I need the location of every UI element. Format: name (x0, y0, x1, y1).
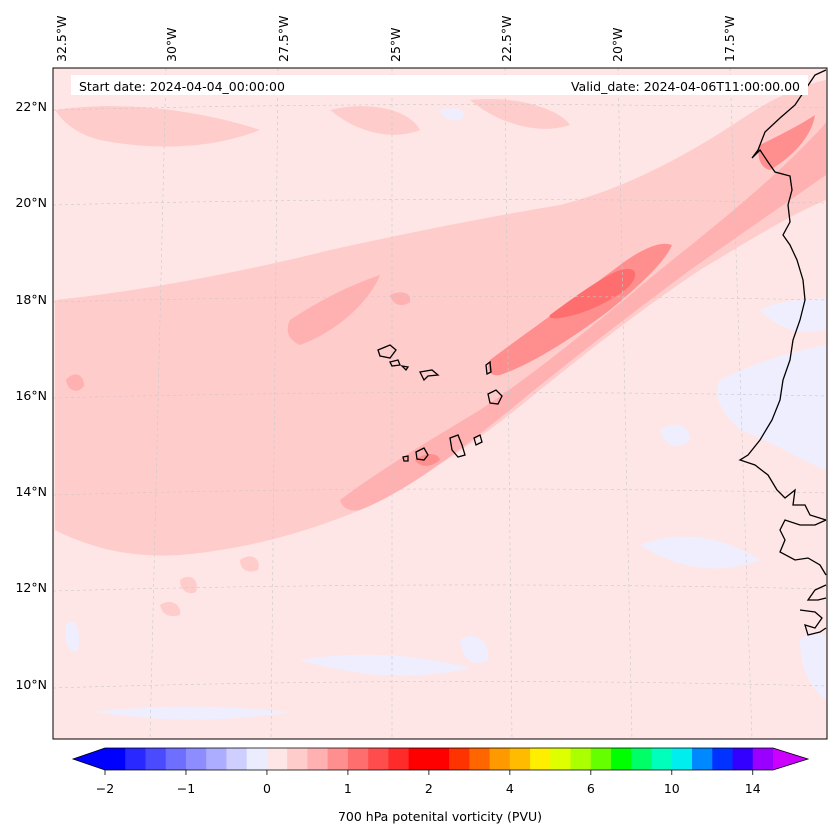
island-brava (402, 455, 409, 462)
colorbar-title: 700 hPa potenital vorticity (PVU) (338, 809, 542, 824)
pv-band-mid (66, 122, 826, 511)
colorbar-bin (347, 748, 369, 770)
lon-label-20w: 20°W (610, 27, 625, 62)
colorbar-bin (428, 748, 450, 770)
colorbar-tick-label: 4 (506, 781, 514, 796)
pv-band-low (55, 80, 826, 617)
island-maio (473, 434, 483, 446)
island-sal (485, 360, 492, 375)
colorbar-tick-label: 6 (587, 781, 595, 796)
longitude-labels: 32.5°W 30°W 27.5°W 25°W 22.5°W 20°W 17.5… (54, 16, 737, 62)
lon-label-30w: 30°W (164, 27, 179, 62)
island-santa-luzia (400, 365, 410, 372)
lon-label-17-5w: 17.5°W (722, 16, 737, 62)
colorbar-bin (226, 748, 248, 770)
lat-label-20n: 20°N (15, 195, 47, 210)
colorbar-bin (671, 748, 693, 770)
colorbar-bin (388, 748, 410, 770)
colorbar-bin (692, 748, 713, 770)
colorbar-bin (105, 748, 126, 770)
lat-label-16n: 16°N (15, 388, 47, 403)
colorbar-bin (570, 748, 592, 770)
colorbar-bin (651, 748, 673, 770)
colorbar-tick-label: 0 (263, 781, 271, 796)
colorbar-bins (105, 748, 774, 770)
colorbar-tick-label: 1 (344, 781, 352, 796)
colorbar-tick-label: 14 (745, 781, 761, 796)
colorbar-bin (489, 748, 511, 770)
colorbar-bin (185, 748, 207, 770)
colorbar-bin (287, 748, 308, 770)
colorbar-bin (509, 748, 531, 770)
colorbar-bin (469, 748, 491, 770)
lon-label-27-5w: 27.5°W (276, 16, 291, 62)
lon-label-22-5w: 22.5°W (499, 16, 514, 62)
colorbar-bin (530, 748, 551, 770)
colorbar-ticks: −2 −1 0 1 2 4 6 10 14 (96, 770, 761, 796)
header-box (71, 75, 808, 95)
colorbar-bin (550, 748, 572, 770)
colorbar-bin (408, 748, 430, 770)
colorbar-bin (307, 748, 329, 770)
island-santo-antao (377, 344, 397, 359)
colorbar-extend-high (773, 748, 808, 770)
colorbar-extend-low (73, 748, 105, 770)
colorbar-tick-label: −1 (177, 781, 195, 796)
colorbar-bin (165, 748, 187, 770)
latitude-labels: 22°N 20°N 18°N 16°N 14°N 12°N 10°N (15, 99, 47, 692)
colorbar-bin (206, 748, 227, 770)
lat-label-12n: 12°N (15, 580, 47, 595)
graticule (53, 68, 827, 739)
island-sao-nicolau (419, 369, 440, 382)
island-santiago (449, 434, 466, 458)
pv-core-maximum (549, 268, 636, 319)
colorbar-bin (246, 748, 268, 770)
lat-label-18n: 18°N (15, 292, 47, 307)
colorbar-bin (590, 748, 612, 770)
colorbar-bin (125, 748, 146, 770)
map-panel: Start date: 2024-04-04_00:00:00 Valid_da… (53, 68, 827, 739)
start-date-label: Start date: 2024-04-04_00:00:00 (79, 79, 285, 94)
island-fogo (415, 447, 429, 461)
colorbar-tick-label: 2 (425, 781, 433, 796)
africa-coastline (738, 69, 827, 636)
colorbar-tick-label: −2 (96, 781, 114, 796)
lon-label-32-5w: 32.5°W (54, 16, 69, 62)
colorbar-bin (712, 748, 734, 770)
island-boa-vista (487, 389, 503, 405)
island-sao-vicente (389, 359, 401, 367)
colorbar-bin (449, 748, 470, 770)
colorbar: −2 −1 0 1 2 4 6 10 14 700 hPa potenital vorticit… (71, 747, 810, 824)
colorbar-bin (732, 748, 754, 770)
negative-pv-patches (65, 108, 826, 720)
cape-verde-islands (377, 344, 503, 462)
lat-label-22n: 22°N (15, 99, 47, 114)
lon-label-25w: 25°W (388, 27, 403, 62)
lat-label-14n: 14°N (15, 484, 47, 499)
colorbar-bin (631, 748, 653, 770)
colorbar-bin (145, 748, 167, 770)
map-frame (52, 67, 828, 740)
colorbar-bin (327, 748, 349, 770)
colorbar-bin (368, 748, 389, 770)
lat-label-10n: 10°N (15, 677, 47, 692)
colorbar-bin (611, 748, 632, 770)
valid-date-label: Valid_date: 2024-04-06T11:00:00.00 (571, 79, 800, 94)
colorbar-bin (752, 748, 774, 770)
colorbar-bin (266, 748, 288, 770)
colorbar-tick-label: 10 (664, 781, 680, 796)
